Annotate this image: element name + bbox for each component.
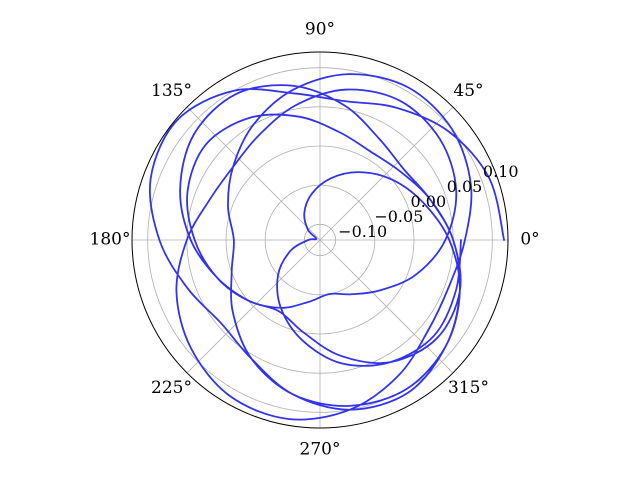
theta-tick-label-1: 45° <box>453 81 483 101</box>
polar-grid <box>132 52 508 428</box>
theta-tick-label-2: 90° <box>305 20 335 40</box>
theta-gridline-3 <box>186 106 321 241</box>
theta-gridline-1 <box>319 106 454 241</box>
r-tick-label-3: 0.05 <box>447 177 483 196</box>
r-tick-label-4: 0.10 <box>483 162 519 181</box>
theta-tick-label-7: 315° <box>448 378 489 398</box>
outer-frame <box>131 51 509 429</box>
theta-gridline-7 <box>319 239 454 374</box>
theta-tick-label-6: 270° <box>300 440 341 460</box>
theta-tick-label-0: 0° <box>520 230 539 250</box>
theta-tick-label-3: 135° <box>151 81 192 101</box>
tick-labels: 0°45°90°135°180°225°270°315°−0.10−0.050.… <box>90 20 540 460</box>
theta-tick-label-4: 180° <box>90 230 131 250</box>
r-tick-label-2: 0.00 <box>411 192 447 211</box>
polar-frame <box>131 51 509 429</box>
series-line-0 <box>149 73 505 421</box>
r-tick-label-1: −0.05 <box>374 207 423 226</box>
r-tick-label-0: −0.10 <box>338 222 387 241</box>
series-layer <box>149 73 505 421</box>
theta-tick-label-5: 225° <box>151 378 192 398</box>
theta-gridline-5 <box>186 239 321 374</box>
